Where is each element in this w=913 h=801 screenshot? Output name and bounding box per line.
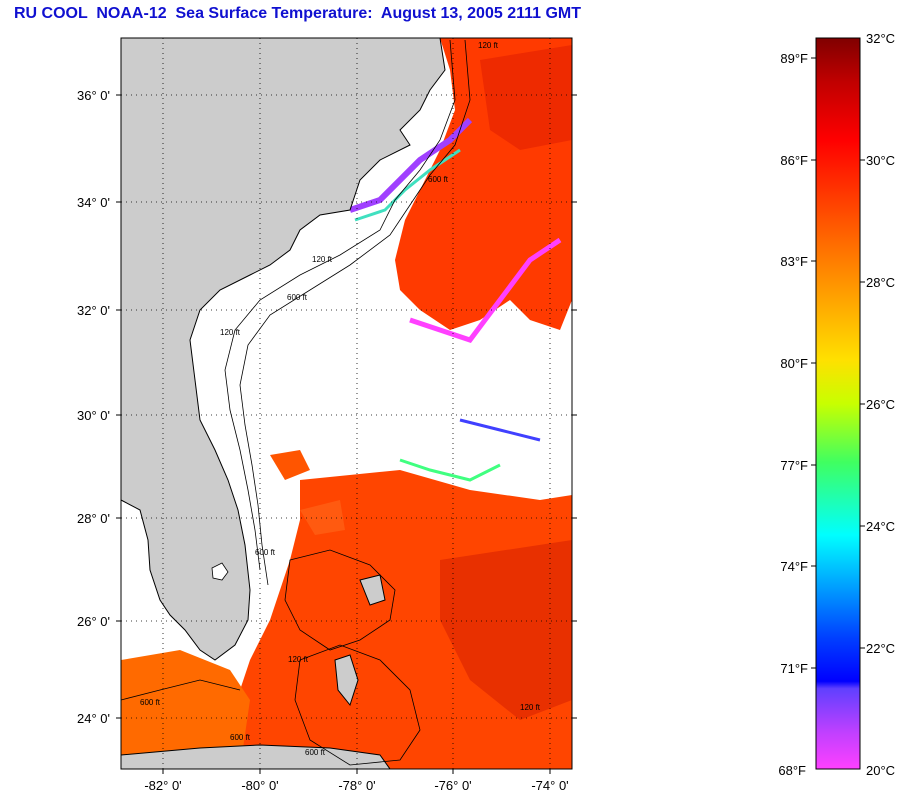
contour-120ft	[224, 39, 456, 571]
map-grid	[121, 38, 572, 769]
latitude-label: 24° 0'	[77, 711, 110, 726]
sst-front-mid-blue	[459, 418, 541, 442]
fahrenheit-label: 80°F	[780, 356, 808, 371]
longitude-label: -80° 0'	[241, 778, 278, 793]
land-cuba	[121, 744, 391, 769]
contour-label: 120 ft	[220, 328, 241, 337]
fahrenheit-label: 71°F	[780, 661, 808, 676]
longitude-label: -82° 0'	[144, 778, 181, 793]
map-border	[120, 37, 573, 770]
colorbar-celsius-labels: 32°C 30°C 28°C 26°C 24°C 22°C 20°C	[866, 31, 895, 778]
latitude-label: 32° 0'	[77, 303, 110, 318]
axis-ticks	[116, 94, 577, 774]
fahrenheit-label: 83°F	[780, 254, 808, 269]
sst-warm-region-east-strip	[480, 45, 572, 150]
contour-keys	[121, 679, 241, 701]
celsius-label: 30°C	[866, 153, 895, 168]
contour-label: 600 ft	[255, 548, 276, 557]
contour-label: 120 ft	[288, 655, 309, 664]
contour-label: 600 ft	[230, 733, 251, 742]
fahrenheit-label: 74°F	[780, 559, 808, 574]
longitude-labels: -82° 0' -80° 0' -78° 0' -76° 0' -74° 0'	[144, 778, 568, 793]
fahrenheit-label: 86°F	[780, 153, 808, 168]
contour-600ft	[239, 39, 471, 586]
contour-label: 600 ft	[428, 175, 449, 184]
colorbar-ticks	[811, 57, 865, 669]
celsius-label: 24°C	[866, 519, 895, 534]
contour-label: 120 ft	[520, 703, 541, 712]
celsius-label: 32°C	[866, 31, 895, 46]
sst-warm-region-southeast	[440, 540, 572, 720]
longitude-label: -74° 0'	[531, 778, 568, 793]
contour-label: 120 ft	[312, 255, 333, 264]
sst-warm-region-florida-keys	[121, 650, 250, 769]
longitude-label: -76° 0'	[434, 778, 471, 793]
celsius-label: 20°C	[866, 763, 895, 778]
sst-warm-region-south	[230, 470, 572, 769]
contour-label: 600 ft	[287, 293, 308, 302]
contour-label: 600 ft	[305, 748, 326, 757]
fahrenheit-label: 68°F	[778, 763, 806, 778]
latitude-label: 36° 0'	[77, 88, 110, 103]
latitude-labels: 36° 0' 34° 0' 32° 0' 30° 0' 28° 0' 26° 0…	[77, 88, 110, 726]
colorbar	[815, 37, 861, 770]
longitude-label: -78° 0'	[338, 778, 375, 793]
land-bahamas-1	[334, 654, 359, 707]
land-mainland	[121, 38, 446, 661]
sst-warm-patch-northwest	[270, 450, 310, 480]
contour-bahamas-bank	[284, 549, 396, 651]
fahrenheit-label: 89°F	[780, 51, 808, 66]
land-bahamas-2	[359, 574, 386, 606]
sst-front-mid	[399, 458, 501, 482]
map-title: RU COOL NOAA-12 Sea Surface Temperature:…	[14, 5, 582, 22]
celsius-label: 26°C	[866, 397, 895, 412]
sst-warm-patch-west	[300, 500, 345, 535]
latitude-label: 34° 0'	[77, 195, 110, 210]
celsius-label: 28°C	[866, 275, 895, 290]
latitude-label: 30° 0'	[77, 408, 110, 423]
colorbar-fahrenheit-labels: 89°F 86°F 83°F 80°F 77°F 74°F 71°F 68°F	[778, 51, 808, 778]
sst-front-north	[349, 117, 473, 213]
fahrenheit-label: 77°F	[780, 458, 808, 473]
latitude-label: 26° 0'	[77, 614, 110, 629]
contour-label: 600 ft	[140, 698, 161, 707]
contour-label: 120 ft	[478, 41, 499, 50]
celsius-label: 22°C	[866, 641, 895, 656]
land-lake-okeechobee	[211, 562, 229, 581]
contour-labels: 120 ft 600 ft 120 ft 600 ft 120 ft 600 f…	[140, 41, 541, 757]
latitude-label: 28° 0'	[77, 511, 110, 526]
sst-front-east	[409, 237, 562, 343]
contour-bahamas-south	[294, 644, 421, 766]
